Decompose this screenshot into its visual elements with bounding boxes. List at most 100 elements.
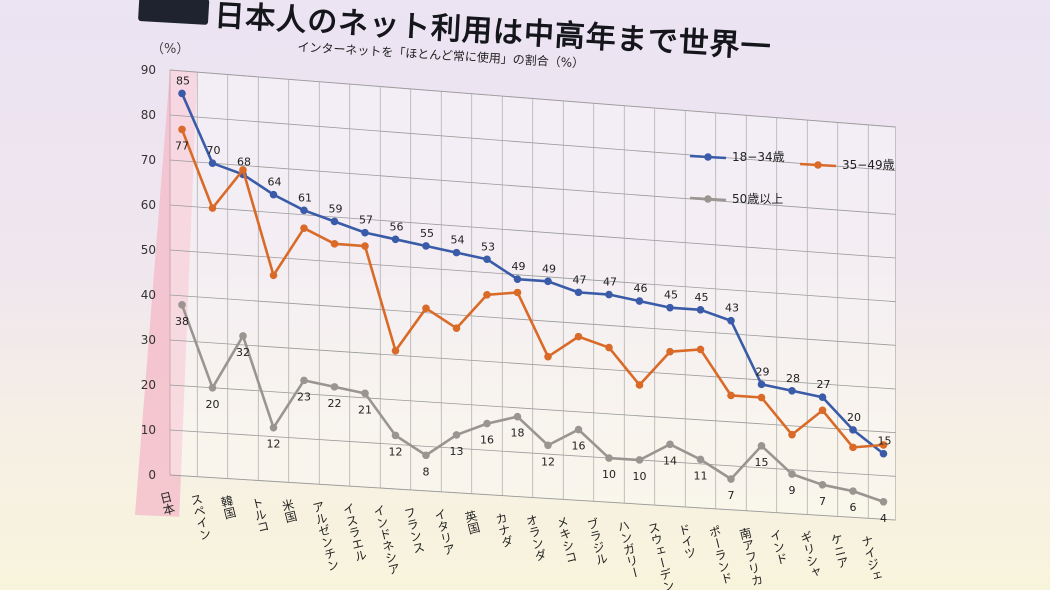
x-tick-label: イスラエル <box>340 501 368 563</box>
y-tick-label: 10 <box>141 423 156 437</box>
y-tick-label: 70 <box>141 153 156 167</box>
legend-marker <box>704 195 712 203</box>
data-point <box>483 419 491 428</box>
data-point <box>727 475 735 483</box>
data-point <box>818 481 827 489</box>
x-tick-label: ケニア <box>828 531 850 570</box>
data-point <box>849 487 857 495</box>
data-point <box>208 204 217 212</box>
x-tick-label: ポーランド <box>706 524 734 586</box>
data-point <box>239 332 247 340</box>
data-point <box>727 391 735 400</box>
x-tick-label: オランダ <box>523 512 548 562</box>
data-point <box>269 271 278 280</box>
data-point <box>208 383 217 392</box>
data-point <box>696 345 705 354</box>
data-label: 59 <box>329 202 343 215</box>
data-label: 29 <box>756 365 770 378</box>
y-tick-label: 20 <box>141 378 156 392</box>
data-point <box>391 431 400 440</box>
x-tick-label: スペイン <box>188 492 213 542</box>
data-label: 45 <box>664 289 678 302</box>
data-point <box>666 347 674 356</box>
data-point <box>635 297 644 305</box>
data-point <box>605 454 613 462</box>
y-tick-label: 80 <box>141 108 156 122</box>
data-point <box>269 190 278 199</box>
legend-label: 50歳以上 <box>732 192 783 206</box>
y-tick-label: 40 <box>141 288 156 302</box>
data-label: 43 <box>725 302 739 315</box>
data-label: 77 <box>175 139 189 152</box>
data-point <box>452 431 461 439</box>
data-point <box>635 456 644 464</box>
x-tick-label: 米国 <box>279 497 298 524</box>
data-label: 15 <box>878 435 892 448</box>
data-label: 64 <box>268 176 282 189</box>
x-tick-label: アルゼンチン <box>310 500 341 573</box>
x-tick-label: ハンガリー <box>615 518 643 580</box>
y-tick-label: 50 <box>141 243 156 257</box>
data-label: 54 <box>451 234 465 247</box>
data-point <box>422 242 430 250</box>
data-point <box>879 497 888 506</box>
data-point <box>788 430 796 439</box>
y-tick-label: 30 <box>141 333 156 347</box>
x-tick-label: ドイツ <box>676 522 698 560</box>
x-tick-label: ナイジェ <box>859 534 884 584</box>
data-point <box>452 324 461 333</box>
data-point <box>574 332 583 341</box>
data-point <box>330 383 339 391</box>
data-label: 85 <box>176 74 190 87</box>
x-tick-label: スウェーデン <box>645 520 676 590</box>
data-point <box>666 303 674 312</box>
data-point <box>879 441 888 449</box>
legend-marker <box>704 153 712 161</box>
data-point <box>178 301 186 309</box>
legend-label: 18−34歳 <box>732 150 785 164</box>
data-point <box>422 451 430 460</box>
data-point <box>818 406 827 415</box>
data-label: 55 <box>420 227 434 240</box>
data-label: 12 <box>541 455 555 468</box>
data-label: 47 <box>603 276 617 289</box>
data-point <box>483 255 491 264</box>
data-point <box>849 443 857 452</box>
highlight-band-japan <box>135 70 198 517</box>
data-label: 11 <box>694 469 708 482</box>
data-point <box>513 412 522 421</box>
data-label: 7 <box>819 495 826 508</box>
data-point <box>818 393 827 402</box>
data-label: 12 <box>267 438 281 451</box>
data-point <box>330 240 339 248</box>
data-point <box>422 304 430 313</box>
data-label: 10 <box>633 470 647 483</box>
legend-label: 35−49歳 <box>842 158 895 172</box>
data-point <box>879 449 888 458</box>
data-point <box>300 206 308 215</box>
data-label: 18 <box>511 427 525 440</box>
data-point <box>361 228 369 237</box>
legend-marker <box>814 161 822 169</box>
data-label: 15 <box>755 456 769 469</box>
data-point <box>757 393 766 402</box>
data-label: 53 <box>481 240 495 253</box>
data-point <box>696 305 705 314</box>
data-point <box>330 217 339 226</box>
x-tick-label: 英国 <box>462 509 481 536</box>
x-tick-label: インドネシア <box>371 503 402 576</box>
data-label: 4 <box>880 512 887 525</box>
data-label: 12 <box>389 445 403 458</box>
data-label: 56 <box>390 220 404 233</box>
series-line-0 <box>180 92 885 455</box>
x-tick-label: ギリシャ <box>798 529 823 579</box>
data-label: 61 <box>298 191 312 204</box>
x-tick-label: イタリア <box>432 507 457 557</box>
series-line-2 <box>180 304 884 504</box>
data-label: 57 <box>359 214 373 227</box>
data-point <box>666 440 674 449</box>
data-point <box>605 343 613 352</box>
data-point <box>574 288 583 297</box>
data-point <box>361 242 369 250</box>
